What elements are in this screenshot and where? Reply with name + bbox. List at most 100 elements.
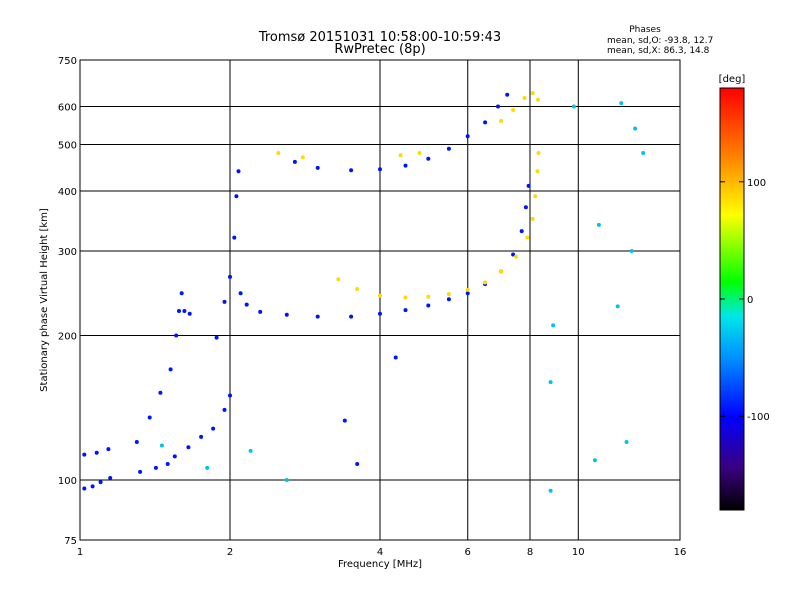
- echo-point-X: [514, 254, 518, 259]
- echo-point-noise: [571, 104, 576, 109]
- echo-point-X: [355, 287, 360, 291]
- echo-point-X: [499, 118, 504, 123]
- x-tick-label: 4: [377, 547, 383, 558]
- y-tick-label: 300: [58, 247, 77, 258]
- echo-point-noise: [633, 126, 638, 131]
- echo-point-O: [165, 462, 170, 466]
- echo-point-noise: [205, 465, 210, 470]
- y-tick-label: 100: [58, 476, 77, 487]
- echo-point-noise: [284, 478, 289, 482]
- echo-point-noise: [248, 448, 253, 453]
- echo-point-O: [82, 452, 87, 457]
- echo-point-X: [398, 153, 403, 158]
- echo-point-O: [236, 169, 241, 174]
- grid-lines: [80, 60, 680, 540]
- echo-point-X: [511, 108, 516, 112]
- echo-point-O: [177, 309, 181, 313]
- echo-point-O: [147, 415, 152, 420]
- echo-point-X: [403, 295, 408, 300]
- echo-point-O: [403, 308, 408, 313]
- echo-point-O: [182, 309, 187, 313]
- echo-point-X: [483, 280, 488, 285]
- echo-point-O: [378, 167, 382, 172]
- echo-point-O: [519, 229, 524, 234]
- echo-point-O: [526, 183, 531, 188]
- echo-point-O: [315, 165, 320, 170]
- x-tick-label: 1: [77, 547, 83, 558]
- echo-point-noise: [629, 249, 634, 253]
- echo-point-noise: [548, 488, 553, 493]
- colorbar-tick-label: 100: [747, 178, 766, 189]
- echo-point-O: [158, 390, 163, 395]
- x-tick-label: 2: [227, 547, 233, 558]
- echo-point-O: [199, 434, 204, 439]
- echo-point-noise: [619, 101, 624, 106]
- stats-heading: Phases: [629, 25, 661, 35]
- echo-point-O: [138, 469, 143, 474]
- x-tick-label: 6: [465, 547, 471, 558]
- echo-point-O: [315, 314, 320, 319]
- y-tick-label: 400: [58, 187, 77, 198]
- echo-point-O: [483, 120, 488, 125]
- echo-point-noise: [551, 323, 556, 328]
- echo-point-O: [342, 418, 347, 423]
- echo-point-O: [244, 302, 249, 307]
- echo-point-X: [336, 277, 341, 282]
- echo-point-noise: [159, 443, 164, 448]
- echo-point-X: [536, 97, 540, 102]
- echo-point-X: [535, 169, 540, 174]
- echo-point-O: [523, 205, 528, 210]
- echo-point-X: [446, 292, 451, 297]
- echo-point-O: [153, 465, 158, 470]
- echo-points: [82, 91, 646, 493]
- echo-point-O: [349, 168, 354, 173]
- x-tick-label: 10: [572, 547, 585, 558]
- echo-point-O: [511, 252, 516, 257]
- echo-point-X: [536, 151, 541, 155]
- echo-point-O: [465, 291, 470, 296]
- echo-point-O: [403, 163, 408, 168]
- colorbar-unit: [deg]: [719, 74, 746, 85]
- echo-point-X: [300, 155, 305, 160]
- echo-point-X: [522, 96, 527, 100]
- echo-point-O: [284, 312, 289, 317]
- echo-point-O: [355, 462, 360, 466]
- echo-point-noise: [624, 440, 629, 444]
- echo-point-O: [496, 104, 500, 109]
- echo-point-noise: [592, 458, 597, 463]
- y-tick-label: 750: [58, 56, 77, 67]
- colorbar-tick-label: 0: [747, 295, 753, 306]
- echo-point-O: [228, 393, 232, 398]
- echo-point-O: [186, 445, 191, 450]
- echo-point-O: [82, 486, 87, 491]
- echo-point-O: [179, 291, 184, 296]
- echo-point-O: [426, 303, 431, 308]
- echo-point-O: [446, 146, 451, 151]
- colorbar-ticks: 100 0 -100: [720, 178, 770, 423]
- echo-point-O: [108, 476, 113, 480]
- echo-point-noise: [548, 380, 553, 385]
- echo-point-O: [172, 454, 177, 459]
- echo-point-O: [393, 355, 398, 360]
- echo-point-O: [94, 450, 99, 455]
- echo-point-O: [232, 235, 237, 240]
- echo-point-X: [378, 293, 382, 298]
- echo-point-O: [349, 314, 354, 319]
- y-tick-label: 200: [58, 332, 77, 343]
- x-tick-label: 16: [674, 547, 687, 558]
- echo-point-O: [238, 291, 243, 296]
- echo-point-O: [168, 367, 173, 372]
- stats-o-mode: mean, sd,O: -93.8, 12.7: [607, 36, 713, 46]
- echo-point-X: [530, 91, 535, 96]
- echo-point-O: [211, 426, 216, 431]
- y-tick-labels: 75 100 200 300 400 500 600 750: [58, 56, 77, 547]
- y-tick-label: 75: [64, 536, 77, 547]
- x-tick-labels: 1 2 4 6 8 10 16: [77, 547, 687, 558]
- echo-point-O: [505, 92, 510, 97]
- echo-point-noise: [596, 222, 601, 227]
- x-axis-label: Frequency [MHz]: [338, 559, 422, 570]
- echo-point-O: [98, 480, 103, 485]
- echo-point-X: [533, 194, 538, 199]
- echo-point-O: [228, 274, 232, 279]
